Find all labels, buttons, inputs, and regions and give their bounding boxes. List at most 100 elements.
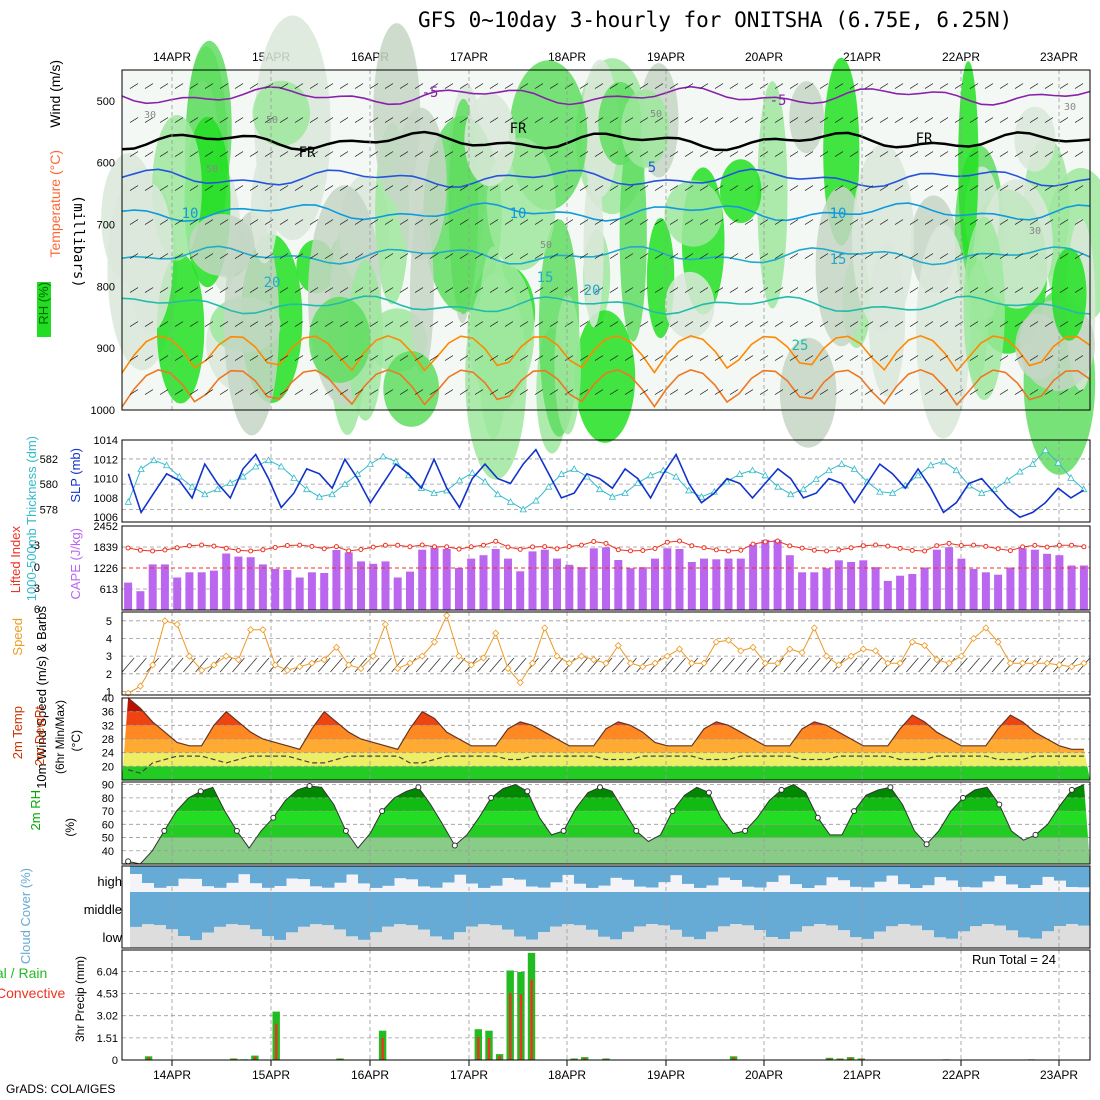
xsec-barb [729, 117, 739, 123]
wind10-barb-3 [158, 657, 172, 673]
xsec-barb [294, 321, 304, 327]
cloud-high-42 [634, 866, 647, 887]
cloud-low-fill-16 [322, 922, 335, 926]
xsec-barb [549, 321, 559, 327]
xsec-barb [369, 389, 379, 395]
li-point-51 [750, 541, 756, 547]
xsec-barb [894, 185, 904, 191]
cloud-low-fill-40 [610, 922, 623, 940]
xsec-barb [924, 219, 934, 225]
xsec-barb [684, 253, 694, 259]
xsec-barb [474, 321, 484, 327]
xsec-barb [234, 151, 244, 157]
contour-label-10: 15 [830, 252, 847, 268]
xsec-barb [864, 219, 874, 225]
xsec-barb [339, 117, 349, 123]
xsec-barb [699, 117, 709, 123]
xsec-barb [774, 389, 784, 395]
cloud-low-fill-55 [790, 922, 803, 932]
xsec-barb [339, 185, 349, 191]
slp-ytick-2: 1010 [94, 474, 118, 486]
temp-ytick-3: 28 [102, 734, 114, 746]
li-point-60 [860, 543, 866, 549]
isotherm-10 [121, 202, 1091, 223]
cloud-low-fill-51 [742, 922, 755, 926]
xsec-barb [879, 355, 889, 361]
wind10-point-73 [1019, 659, 1027, 667]
rh2m-axis-label: 2m RH [28, 790, 43, 830]
xsec-barb [264, 185, 274, 191]
xsec-barb [264, 117, 274, 123]
xsec-barb [954, 117, 964, 123]
thickness-point-49 [748, 466, 757, 474]
xsec-barb [639, 355, 649, 361]
cloud-low-fill-28 [466, 922, 479, 927]
xsec-barb [294, 151, 304, 157]
cloud-mid-13 [286, 892, 299, 922]
chart-title: GFS 0~10day 3-hourly for ONITSHA (6.75E,… [418, 8, 1013, 32]
xsec-barb [924, 117, 934, 123]
wind10-point-22 [394, 664, 402, 673]
cloud-low-36 [562, 924, 575, 948]
xsec-barb [1074, 321, 1084, 327]
xsec-barb [384, 185, 394, 191]
precip-conv-bar-67 [838, 1058, 842, 1060]
xsec-barb [774, 219, 784, 225]
xsec-barb [129, 253, 139, 259]
cloud-high-69 [958, 866, 971, 887]
xsec-barb [864, 355, 874, 361]
xsec-barb [234, 185, 244, 191]
xsec-barb [999, 253, 1009, 259]
xsec-barb [249, 253, 259, 259]
xsec-barb [774, 321, 784, 327]
cape-bar-12 [271, 568, 280, 610]
thickness-point-5 [188, 482, 196, 490]
cloud-mid-1 [142, 892, 155, 922]
xsec-barb [264, 321, 274, 327]
thickness-point-29 [494, 490, 502, 498]
cloud-low-60 [850, 937, 863, 948]
cape-bar-10 [246, 557, 255, 610]
cloud-low-fill-61 [862, 922, 875, 939]
cloud-mid-23 [406, 892, 419, 922]
cloud-mid-76 [1042, 892, 1055, 922]
xsec-barb [819, 253, 829, 259]
xsec-barb [1029, 321, 1039, 327]
cloud-high-45 [670, 866, 683, 876]
wind10-barb-11 [256, 657, 270, 673]
xsec-barb [654, 389, 664, 395]
xsec-barb [894, 83, 904, 89]
thickness-point-12 [277, 462, 285, 470]
xsec-barb [594, 83, 604, 89]
xsec-barb [459, 355, 469, 361]
precip-conv-bar-66 [828, 1058, 831, 1060]
xsec-barb [504, 83, 514, 89]
precip-frame [121, 949, 1091, 1061]
wind10-barb-10 [244, 657, 257, 673]
temp-band-5 [122, 698, 1090, 712]
cloud-low-41 [622, 931, 635, 948]
cloud-low-78 [1066, 924, 1079, 948]
temp-axis-label-2: 2m DewPt [32, 706, 47, 766]
xsec-barb [699, 355, 709, 361]
slp-ytick-1: 1012 [94, 454, 118, 466]
xsec-barb [519, 389, 529, 395]
xsec-barb [279, 321, 289, 327]
xsec-barb [399, 151, 409, 157]
cape-bar-63 [896, 575, 905, 610]
rh-ytick-5: 40 [102, 846, 114, 858]
xsec-barb [144, 83, 154, 89]
cloud-mid-6 [202, 892, 215, 922]
xsec-barb [384, 321, 394, 327]
xsec-barb [759, 253, 769, 259]
thickness-point-14 [303, 485, 311, 493]
li-point-2 [150, 548, 156, 554]
cape-bar-47 [700, 558, 708, 610]
thickness-point-65 [952, 466, 960, 474]
cloud-low-0 [130, 926, 143, 948]
cloud-mid-28 [466, 892, 479, 922]
cloud-mid-19 [358, 892, 371, 922]
xsec-barb [414, 185, 424, 191]
wind10-point-21 [381, 620, 390, 628]
xsec-barb [969, 219, 979, 225]
